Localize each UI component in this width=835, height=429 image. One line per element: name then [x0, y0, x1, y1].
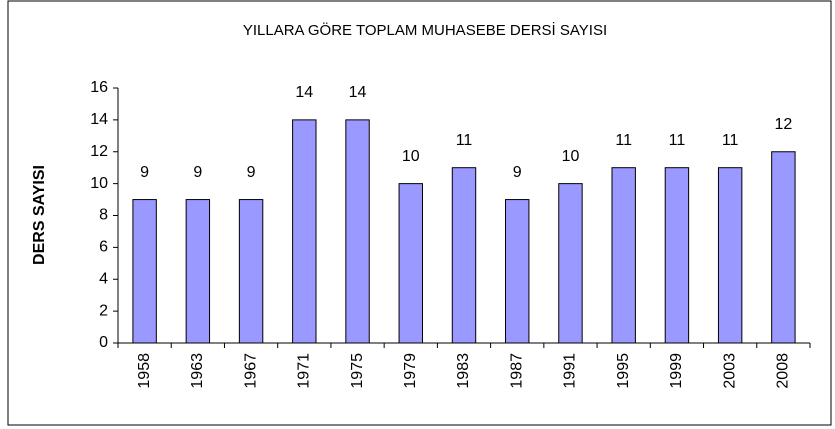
y-tick-label: 14	[90, 111, 108, 128]
data-label: 9	[193, 164, 202, 181]
bar	[292, 119, 317, 344]
y-tick-label: 4	[99, 270, 108, 287]
x-tick-label: 1983	[455, 353, 472, 389]
x-tick-label: 1963	[189, 353, 206, 389]
x-tick-label: 1987	[508, 353, 525, 389]
bar	[185, 199, 211, 344]
y-tick-label: 0	[99, 334, 108, 351]
x-tick-label: 1991	[562, 353, 579, 389]
y-tick-label: 8	[99, 207, 108, 224]
y-axis-label: DERS SAYISI	[31, 165, 48, 265]
y-tick-label: 10	[90, 175, 108, 192]
data-label: 14	[295, 84, 313, 101]
x-tick-label: 1975	[349, 353, 366, 389]
x-tick-label: 1995	[615, 353, 632, 389]
bar	[398, 183, 423, 344]
x-tick-label: 1971	[296, 353, 313, 389]
y-tick-label: 12	[90, 143, 108, 160]
y-tick-label: 2	[99, 302, 108, 319]
bar	[611, 167, 636, 344]
data-label: 10	[562, 148, 580, 165]
data-label: 14	[349, 84, 367, 101]
bar	[451, 167, 477, 344]
x-tick-label: 2003	[721, 353, 738, 389]
bar	[717, 167, 743, 344]
data-label: 12	[774, 116, 792, 133]
data-label: 11	[722, 132, 739, 149]
data-label: 9	[513, 164, 522, 181]
data-label: 9	[140, 164, 149, 181]
x-tick-label: 1999	[668, 353, 685, 389]
data-label: 11	[456, 132, 473, 149]
bar	[771, 151, 796, 344]
bar	[558, 183, 583, 344]
x-tick-label: 1958	[136, 353, 153, 389]
bar	[505, 199, 530, 344]
x-tick-label: 2008	[775, 353, 792, 389]
y-tick-label: 16	[90, 79, 108, 96]
x-tick-label: 1979	[402, 353, 419, 389]
bar	[345, 119, 370, 344]
data-label: 9	[247, 164, 256, 181]
y-tick-label: 6	[99, 239, 108, 256]
bar	[664, 167, 690, 344]
x-tick-label: 1967	[242, 353, 259, 389]
chart-title: YILLARA GÖRE TOPLAM MUHASEBE DERSİ SAYIS…	[243, 21, 607, 39]
bar	[238, 199, 264, 344]
bar	[132, 199, 157, 344]
data-label: 10	[402, 148, 420, 165]
data-label: 11	[669, 132, 686, 149]
data-label: 11	[615, 132, 632, 149]
